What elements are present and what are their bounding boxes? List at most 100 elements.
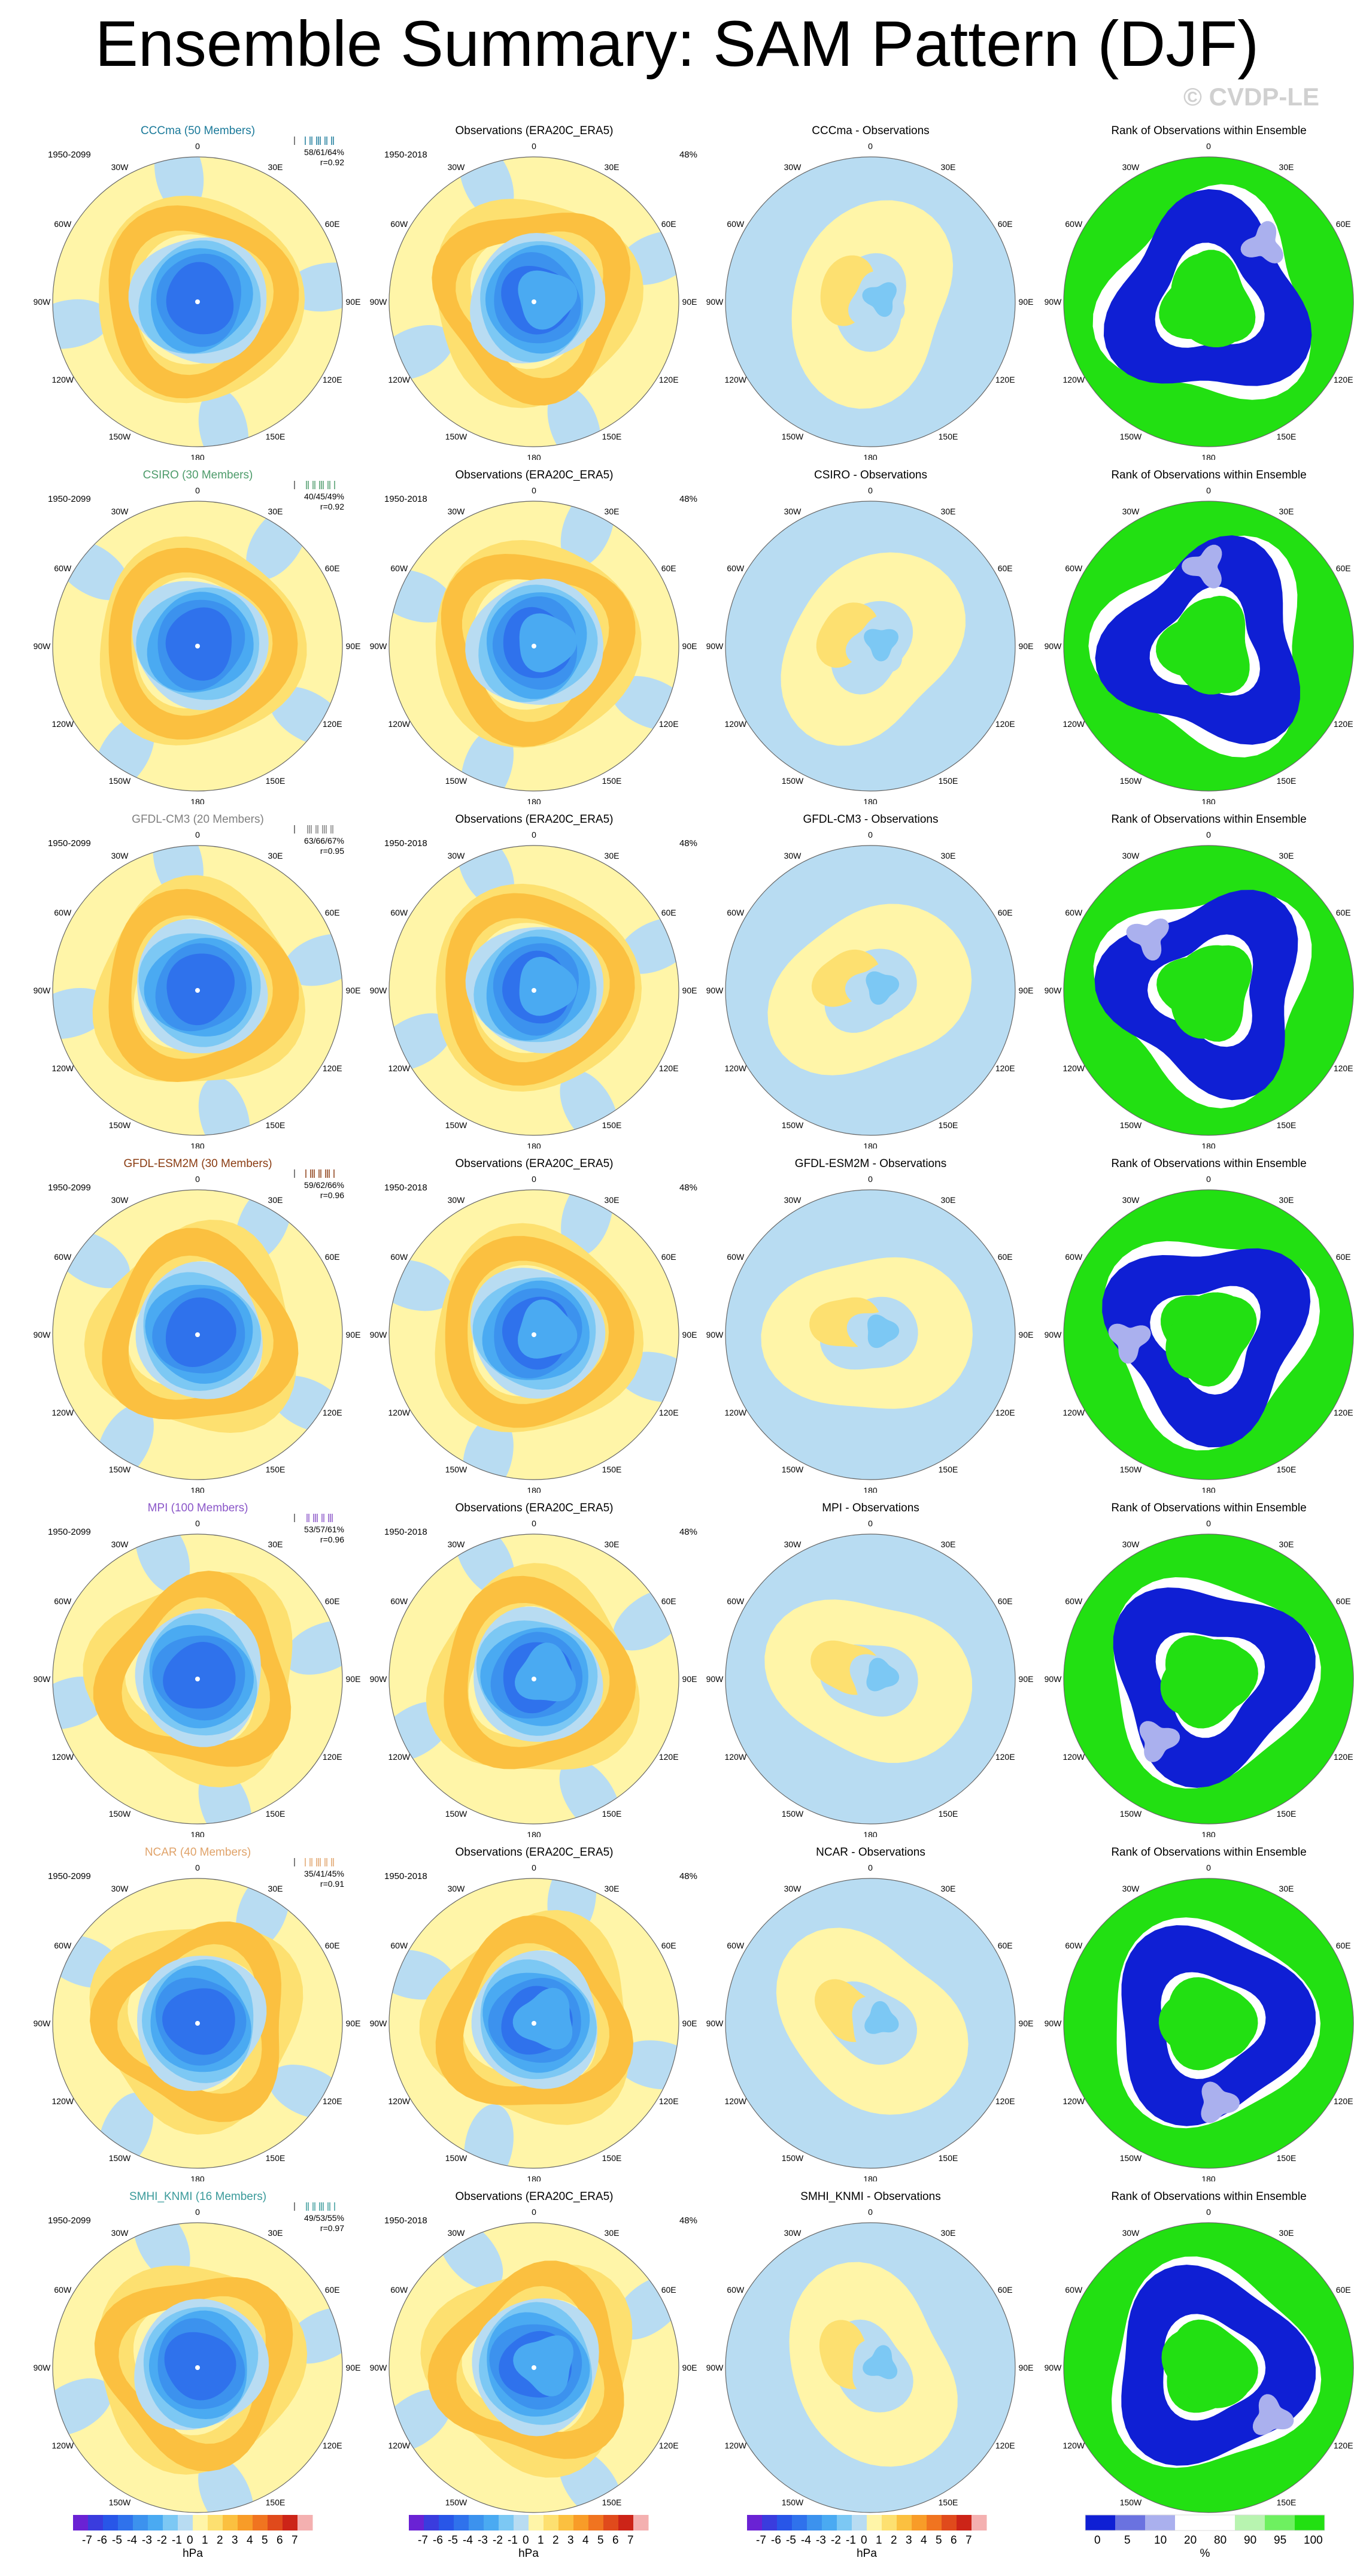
lon-label: 90W (1045, 641, 1062, 651)
lon-label: 180 (190, 453, 205, 460)
year-range: 1950-2099 (48, 1871, 91, 1881)
lon-label: 150E (939, 2498, 958, 2507)
colorbar-tick-label: 100 (1304, 2534, 1323, 2547)
colorbar-swatch (1295, 2515, 1325, 2530)
lon-label: 30W (111, 2228, 129, 2238)
lon-label: 30W (448, 1884, 466, 1893)
member-spread-strip (293, 480, 344, 490)
polar-map: 0 30E 60E 90E 120E 150E 180 150W 120W 90W 60W 30W (34, 141, 361, 460)
lon-label: 30W (1122, 851, 1140, 860)
pattern-stats: 49/53/55% r=0.97 (304, 2213, 344, 2233)
lon-label: 90W (1045, 2019, 1062, 2028)
lon-label: 150E (266, 1465, 286, 1474)
lon-label: 120W (52, 719, 74, 729)
lon-label: 120W (52, 1063, 74, 1073)
year-range: 1950-2099 (48, 150, 91, 160)
lon-label: 150E (602, 776, 622, 786)
lon-label: 150W (782, 2498, 804, 2507)
lon-label: 30E (268, 1195, 283, 1205)
lon-label: 180 (527, 453, 541, 460)
colorbar-tick-label: -1 (172, 2534, 182, 2547)
lon-label: 30E (268, 1884, 283, 1893)
member-spread-strip (293, 2201, 344, 2212)
polar-map: 0 30E 60E 90E 120E 150E 180 150W 120W 90W 60W 30W (34, 486, 361, 804)
colorbar-unit: hPa (183, 2547, 203, 2560)
lon-label: 150W (445, 1120, 467, 1130)
colorbar-swatch (178, 2515, 193, 2530)
panel-title: Rank of Observations within Ensemble (1111, 469, 1307, 481)
lon-label: 0 (868, 1174, 873, 1184)
lon-label: 150W (782, 432, 804, 441)
lon-label: 150W (445, 2153, 467, 2163)
lon-label: 120W (388, 375, 411, 384)
lon-label: 60E (325, 2285, 340, 2295)
lon-label: 0 (1206, 2207, 1211, 2217)
polar-map: 0 30E 60E 90E 120E 150E 180 150W 120W 90W 60W 30W (370, 830, 697, 1148)
lon-label: 120E (323, 1063, 342, 1073)
colorbar-hpa-col1: -7 -6 -5 -4 -3 -2 -1 0 1 2 3 4 5 6 7 hPa (67, 2513, 318, 2566)
lon-label: 30E (1279, 2228, 1294, 2238)
colorbar-swatch (133, 2515, 148, 2530)
lon-label: 150E (939, 1120, 958, 1130)
lon-label: 60W (1065, 563, 1083, 573)
lon-label: 0 (868, 830, 873, 840)
year-range: 1950-2018 (384, 1871, 427, 1881)
lon-label: 30W (784, 1539, 802, 1549)
lon-label: 0 (1206, 1174, 1211, 1184)
lon-label: 120W (52, 1408, 74, 1417)
pattern-stats: 35/41/45% r=0.91 (304, 1869, 344, 1889)
lon-label: 30W (448, 1539, 466, 1549)
lon-label: 60W (390, 219, 408, 229)
colorbar-swatch (777, 2515, 793, 2530)
lon-label: 120E (659, 375, 679, 384)
lon-label: 90E (1019, 986, 1034, 995)
polar-map: 0 30E 60E 90E 120E 150E 180 150W 120W 90W 60W 30W (706, 1519, 1034, 1837)
lon-label: 120E (995, 1063, 1015, 1073)
lon-label: 60W (54, 563, 72, 573)
lon-label: 60E (1336, 908, 1351, 917)
colorbar-swatch (957, 2515, 972, 2530)
lon-label: 180 (863, 2174, 878, 2181)
year-range: 1950-2018 (384, 150, 427, 160)
lon-label: 30W (1122, 1195, 1140, 1205)
variance-stats: 63/66/67% (304, 836, 344, 845)
lon-label: 150E (1277, 432, 1297, 441)
lon-label: 180 (1201, 1830, 1216, 1837)
lon-label: 30E (941, 1195, 956, 1205)
colorbar-tick-label: 5 (262, 2534, 268, 2547)
lon-label: 30E (941, 1539, 956, 1549)
lon-label: 120E (995, 1408, 1015, 1417)
lon-label: 0 (532, 486, 536, 495)
lon-label: 30W (1122, 2228, 1140, 2238)
panel-title: Observations (ERA20C_ERA5) (455, 1502, 614, 1514)
lon-label: 30W (111, 851, 129, 860)
lon-label: 120W (388, 1063, 411, 1073)
colorbar-swatch (603, 2515, 619, 2530)
variance-explained: 48% (679, 150, 697, 160)
lon-label: 90E (682, 2363, 697, 2372)
lon-label: 150W (109, 1465, 131, 1474)
lon-label: 120W (725, 1063, 747, 1073)
lon-label: 120W (52, 375, 74, 384)
lon-label: 60W (1065, 908, 1083, 917)
lon-label: 150W (445, 2498, 467, 2507)
colorbar-ticks: -7 -6 -5 -4 -3 -2 -1 0 1 2 3 4 5 6 7 (403, 2534, 654, 2547)
lon-label: 180 (527, 797, 541, 804)
lon-label: 180 (863, 797, 878, 804)
colorbar-swatches (1085, 2514, 1325, 2531)
colorbar-tick-label: -5 (786, 2534, 796, 2547)
lon-label: 60E (998, 2285, 1013, 2295)
lon-label: 60W (727, 219, 745, 229)
lon-label: 90E (346, 2363, 361, 2372)
colorbar-swatch (618, 2515, 634, 2530)
map-panel-obs: 0 30E 60E 90E 120E 150E 180 150W 120W 90W 60W 30W Ob… (365, 1846, 703, 2190)
lon-label: 120W (1063, 719, 1085, 729)
polar-map: 0 30E 60E 90E 120E 150E 180 150W 120W 90W 60W 30W (34, 1863, 361, 2181)
lon-label: 30W (784, 162, 802, 172)
polar-map: 0 30E 60E 90E 120E 150E 180 150W 120W 90W 60W 30W (34, 1174, 361, 1493)
panel-title: Observations (ERA20C_ERA5) (455, 1846, 614, 1859)
lon-label: 30E (605, 1884, 620, 1893)
colorbar-swatch (633, 2515, 649, 2530)
lon-label: 90W (34, 1330, 51, 1339)
colorbar-tick-label: 0 (523, 2534, 529, 2547)
